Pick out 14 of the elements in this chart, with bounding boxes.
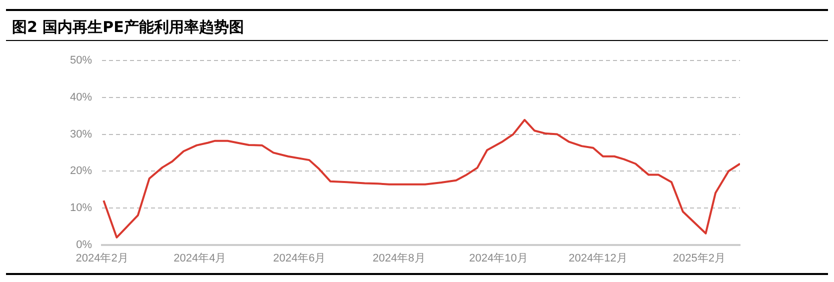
chart-title: 图2 国内再生PE产能利用率趋势图 [6, 9, 828, 41]
y-tick-label: 40% [70, 91, 92, 104]
x-tick-label: 2024年2月 [76, 252, 128, 264]
x-tick-label: 2024年12月 [568, 252, 628, 264]
y-tick-label: 50% [70, 54, 92, 67]
x-tick-label: 2024年6月 [273, 252, 326, 264]
x-tick-label: 2024年10月 [469, 252, 528, 264]
x-tick-label: 2024年4月 [174, 252, 226, 264]
y-tick-label: 10% [70, 202, 92, 214]
y-tick-label: 0% [76, 238, 92, 251]
y-tick-label: 20% [70, 165, 92, 178]
x-tick-label: 2024年8月 [372, 252, 426, 264]
x-tick-label: 2025年2月 [672, 252, 726, 264]
y-tick-label: 30% [70, 128, 92, 140]
